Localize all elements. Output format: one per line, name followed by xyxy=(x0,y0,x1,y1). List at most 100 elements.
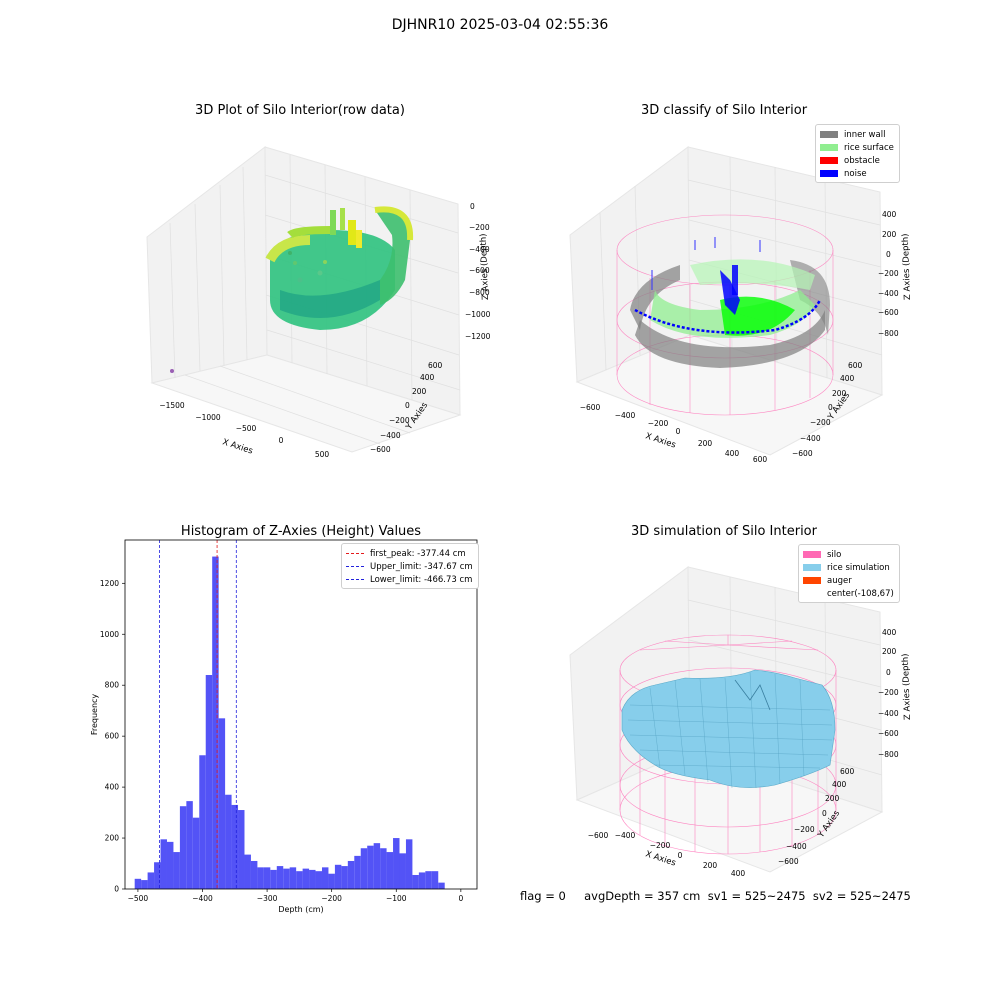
classify-xtick: −200 xyxy=(648,419,669,428)
sim-ztick: −600 xyxy=(878,729,899,738)
raw-xtick: −1000 xyxy=(195,413,221,422)
classify-ztick: −600 xyxy=(878,308,899,317)
classify-ztick: 400 xyxy=(882,210,897,219)
legend-label: silo xyxy=(827,549,842,560)
legend-item-noise: noise xyxy=(820,167,894,180)
classify-plot-title: 3D classify of Silo Interior xyxy=(640,103,808,118)
histogram-bar xyxy=(328,873,335,889)
histogram-bar xyxy=(309,869,316,889)
raw-ztick: −800 xyxy=(469,288,490,297)
sim-xtick: −400 xyxy=(615,831,636,840)
legend-line-swatch xyxy=(346,553,364,554)
histogram-ylabel: Frequency xyxy=(90,694,99,736)
legend-item-first-peak: first_peak: -377.44 cm xyxy=(346,547,473,560)
raw-ytick: −400 xyxy=(380,431,401,440)
histogram-bar xyxy=(199,755,206,889)
histogram-bar xyxy=(141,880,148,889)
sim-ztick: −800 xyxy=(878,750,899,759)
histogram-y-tick-label: 600 xyxy=(105,732,120,741)
histogram-bar xyxy=(225,794,232,889)
classify-xtick: 0 xyxy=(676,427,681,436)
sim-xtick: 0 xyxy=(678,851,683,860)
sim-ytick: 600 xyxy=(840,767,855,776)
histogram-y-tick-label: 400 xyxy=(105,783,120,792)
sim-ztick: 400 xyxy=(882,628,897,637)
legend-line-swatch xyxy=(346,579,364,580)
histogram-bar xyxy=(386,852,394,889)
legend-item-silo: silo xyxy=(803,548,894,561)
histogram-bar xyxy=(418,872,426,889)
histogram-y-ticks: 0 200 400 600 800 1000 1200 xyxy=(100,579,125,894)
legend-item-rice-simulation: rice simulation xyxy=(803,561,894,574)
histogram-bar xyxy=(315,871,322,889)
legend-swatch xyxy=(820,131,838,138)
legend-label: inner wall xyxy=(844,129,886,140)
sim-ytick: 200 xyxy=(825,794,840,803)
legend-item-auger: auger xyxy=(803,574,894,587)
status-footer: flag = 0 avgDepth = 357 cm sv1 = 525~247… xyxy=(520,889,911,903)
classify-xtick: 200 xyxy=(698,439,713,448)
legend-label: rice simulation xyxy=(827,562,890,573)
classify-plot: −600 −400 −200 0 200 400 600 −600 −400 −… xyxy=(569,146,913,464)
classify-ytick: 400 xyxy=(840,374,855,383)
classify-ytick: −400 xyxy=(800,434,821,443)
histogram-x-tick-label: −500 xyxy=(128,894,149,903)
raw-plot: −1500 −1000 −500 0 500 −600 −400 −200 0 … xyxy=(146,145,490,459)
sim-ztick: 0 xyxy=(886,668,891,677)
histogram-bar xyxy=(186,801,193,889)
legend-swatch xyxy=(820,170,838,177)
histogram-bar xyxy=(276,866,284,889)
legend-item-rice-surface: rice surface xyxy=(820,141,894,154)
raw-ytick: 400 xyxy=(420,373,435,382)
histogram-bar xyxy=(192,817,200,889)
histogram-bar xyxy=(173,852,180,889)
sim-ytick: 400 xyxy=(832,780,847,789)
histogram-bar xyxy=(399,853,406,889)
histogram-bar xyxy=(166,841,174,889)
histogram-bar xyxy=(263,867,271,889)
histogram-bar xyxy=(231,804,239,889)
legend-label: rice surface xyxy=(844,142,894,153)
histogram-chart: −500 −400 −300 −200 −100 0 0 200 400 600 800 1000 1… xyxy=(90,539,478,914)
sim-ytick: −400 xyxy=(786,842,807,851)
histogram-x-tick-label: −300 xyxy=(257,894,278,903)
histogram-x-tick-label: −200 xyxy=(321,894,342,903)
histogram-bar xyxy=(250,860,258,889)
histogram-x-ticks: −500 −400 −300 −200 −100 0 xyxy=(128,889,463,903)
histogram-y-tick-label: 1000 xyxy=(100,630,119,639)
histogram-bar xyxy=(283,868,290,889)
histogram-xlabel: Depth (cm) xyxy=(278,905,323,914)
classify-xtick: 600 xyxy=(753,455,768,464)
classify-ytick: −200 xyxy=(810,418,831,427)
raw-pane-floor xyxy=(150,354,462,453)
legend-swatch xyxy=(803,577,821,584)
classify-ytick: 0 xyxy=(828,403,833,412)
histogram-bar xyxy=(205,675,213,889)
sim-ztick: −400 xyxy=(878,709,899,718)
raw-xtick: −1500 xyxy=(159,401,185,410)
histogram-bar xyxy=(218,718,226,889)
histogram-bar xyxy=(341,866,348,889)
sim-xtick: −600 xyxy=(588,831,609,840)
raw-plot-title: 3D Plot of Silo Interior(row data) xyxy=(195,103,405,118)
sim-pane-floor xyxy=(575,749,884,873)
histogram-bar xyxy=(438,882,445,889)
rice-simulation-surface xyxy=(621,669,836,789)
raw-pane-left xyxy=(146,145,268,384)
histogram-bar xyxy=(238,810,245,889)
raw-ytick: −200 xyxy=(389,416,410,425)
raw-ytick: 600 xyxy=(428,361,443,370)
classify-zlabel: Z Axies (Depth) xyxy=(901,233,913,300)
histogram-x-tick-label: −100 xyxy=(386,894,407,903)
sim-xlabel: X Axies xyxy=(644,849,677,868)
histogram-x-tick-label: 0 xyxy=(458,894,463,903)
raw-xtick: −500 xyxy=(236,424,257,433)
sim-xtick: −200 xyxy=(650,841,671,850)
raw-ytick: −600 xyxy=(370,445,391,454)
histogram-y-tick-label: 200 xyxy=(105,834,120,843)
histogram-bars xyxy=(134,556,445,889)
raw-ztick: −200 xyxy=(469,223,490,232)
histogram-y-tick-label: 0 xyxy=(114,885,119,894)
histogram-title: Histogram of Z-Axies (Height) Values xyxy=(180,524,422,539)
legend-label: Upper_limit: -347.67 cm xyxy=(370,561,473,572)
